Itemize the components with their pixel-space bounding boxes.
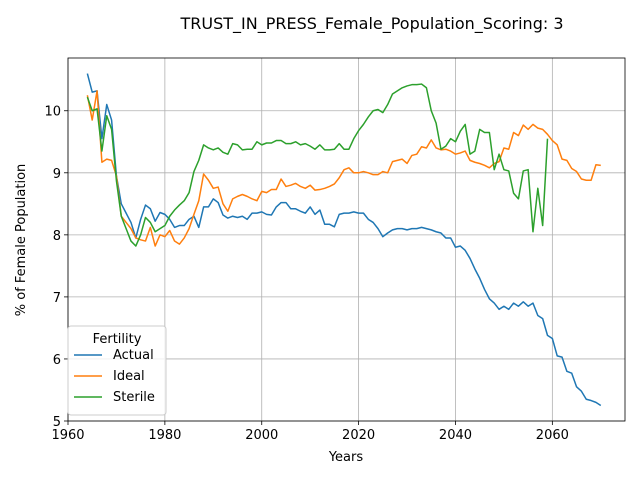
y-tick-label: 6 [53, 353, 61, 368]
y-axis-label: % of Female Population [14, 164, 29, 317]
series-line-ideal [86, 90, 601, 247]
plot-frame [67, 57, 626, 422]
y-axis-ticks: 5 6 7 8 9 10 [44, 105, 68, 430]
legend-box [67, 325, 167, 416]
x-tick-label: 2020 [342, 428, 375, 443]
x-tick-label: 2000 [245, 428, 278, 443]
legend-label: Ideal [113, 369, 145, 384]
y-tick-label: 10 [44, 105, 61, 120]
legend: Fertility Actual Ideal Sterile [67, 325, 167, 416]
legend-items: Actual Ideal Sterile [74, 348, 155, 405]
x-tick-label: 2040 [439, 428, 472, 443]
chart-title: TRUST_IN_PRESS_Female_Population_Scoring… [179, 14, 563, 34]
x-tick-label: 2060 [536, 428, 569, 443]
series-lines [86, 73, 602, 407]
series-line-sterile [86, 83, 549, 247]
legend-label: Sterile [113, 390, 155, 405]
legend-item-sterile: Sterile [74, 390, 155, 405]
legend-item-ideal: Ideal [74, 369, 145, 384]
series-line-actual [86, 73, 602, 407]
y-tick-label: 7 [53, 291, 61, 306]
legend-title: Fertility [93, 332, 142, 347]
y-tick-label: 5 [53, 415, 61, 430]
legend-label: Actual [113, 348, 154, 363]
x-tick-label: 1980 [148, 428, 181, 443]
y-tick-label: 9 [53, 167, 61, 182]
x-tick-label: 1960 [51, 428, 84, 443]
y-tick-label: 8 [53, 229, 61, 244]
x-axis-label: Years [328, 450, 364, 465]
x-axis-ticks: 1960 1980 2000 2020 2040 2060 [51, 421, 569, 443]
legend-item-actual: Actual [74, 348, 154, 363]
